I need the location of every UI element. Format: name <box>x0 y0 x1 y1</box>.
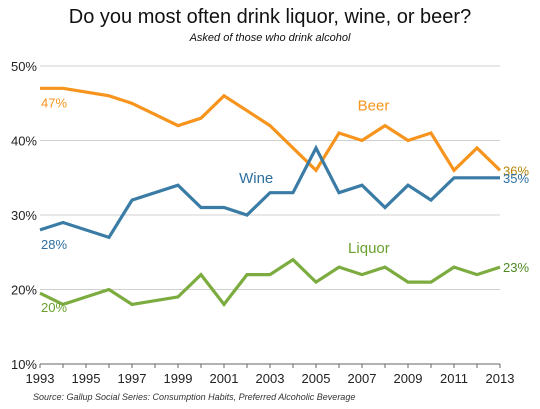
end-label-wine: 35% <box>503 171 529 186</box>
x-tick-label: 1995 <box>72 371 101 386</box>
x-tick-label: 1999 <box>164 371 193 386</box>
chart-source: Source: Gallup Social Series: Consumptio… <box>33 392 356 402</box>
x-tick-label: 2005 <box>302 371 331 386</box>
x-tick-label: 1993 <box>26 371 55 386</box>
chart-subtitle: Asked of those who drink alcohol <box>189 32 351 44</box>
series-line-liquor <box>39 257 501 308</box>
series-name-liquor: Liquor <box>348 240 390 257</box>
start-label-liquor: 20% <box>41 300 67 315</box>
x-tick-label: 1997 <box>118 371 147 386</box>
x-tick-label: 2007 <box>348 371 377 386</box>
x-tick-label: 2001 <box>210 371 239 386</box>
y-tick-label: 40% <box>11 134 37 149</box>
chart-title: Do you most often drink liquor, wine, or… <box>68 6 472 28</box>
start-label-wine: 28% <box>41 237 67 252</box>
start-label-beer: 47% <box>41 95 67 110</box>
x-tick-label: 2009 <box>394 371 423 386</box>
series-line-wine <box>39 144 500 240</box>
y-tick-label: 50% <box>11 59 37 74</box>
series-name-wine: Wine <box>239 170 273 187</box>
series-line-beer <box>40 86 502 173</box>
x-tick-label: 2011 <box>440 371 468 386</box>
axis-layer: 10% 20% 30% 40% 50% 1993 1995 1997 1999 2001 2003 2… <box>11 59 514 386</box>
y-tick-label: 10% <box>11 357 37 372</box>
end-label-beer: 36% <box>503 163 529 178</box>
y-tick-label: 30% <box>11 208 37 223</box>
end-label-liquor: 23% <box>503 260 529 275</box>
series-name-beer: Beer <box>358 98 390 115</box>
series-layer <box>39 86 502 308</box>
x-tick-label: 2003 <box>256 371 285 386</box>
x-tick-label: 2013 <box>486 371 515 386</box>
grid-layer <box>40 65 500 365</box>
label-layer: Beer 47% 36% Wine 28% 35% Liquor 20% 23% <box>41 95 529 315</box>
y-tick-label: 20% <box>11 283 37 298</box>
